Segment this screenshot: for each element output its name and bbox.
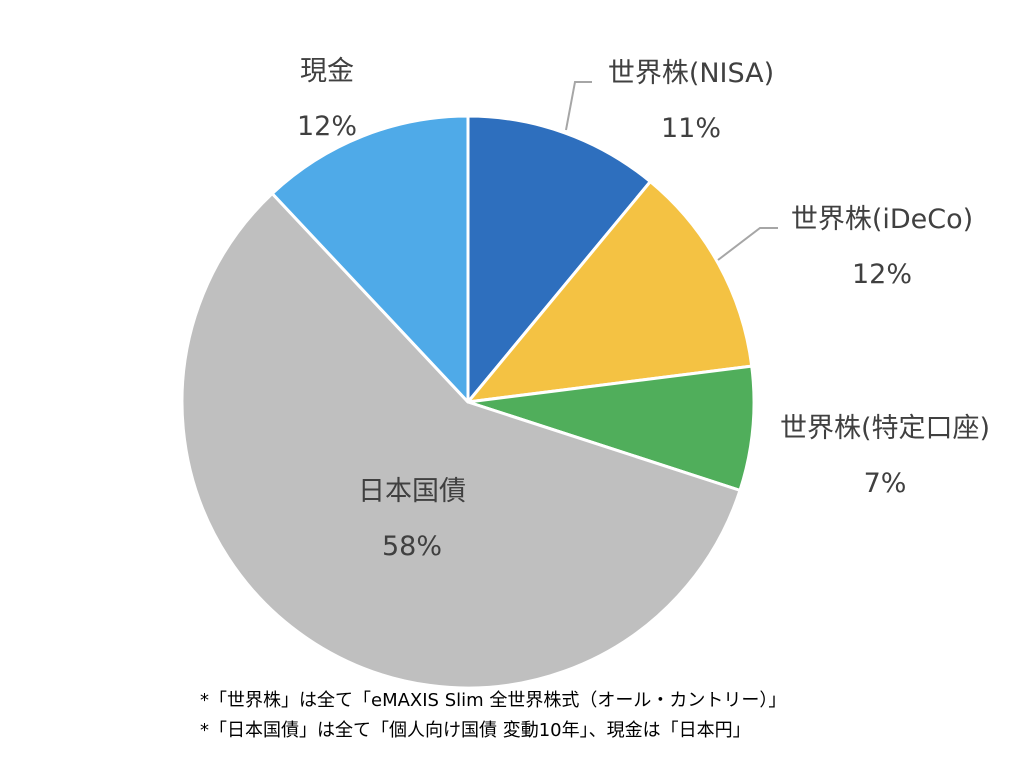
pie-slice-jgb [180, 192, 742, 690]
slice-label-tokutei-value: 7% [864, 468, 907, 499]
slice-label-cash-value: 12% [297, 111, 357, 142]
slice-label-ideco-value: 12% [852, 259, 912, 290]
leader-line-ideco [717, 227, 778, 261]
pie-slice-tokutei [466, 364, 756, 492]
footnote-jgb-cash: *「日本国債」は全て「個人向け国債 変動10年」、現金は「日本円」 [200, 720, 751, 741]
leader-line-nisa [565, 81, 592, 131]
slice-label-nisa-value: 11% [661, 113, 721, 144]
pie-slices [180, 114, 756, 690]
slice-label-jgb-name: 日本国債 [358, 476, 466, 507]
footnotes: *「世界株」は全て「eMAXIS Slim 全世界株式（オール・カントリー）」 … [200, 686, 980, 746]
slice-label-tokutei-name: 世界株(特定口座) [780, 413, 990, 444]
slice-label-cash-name: 現金 [300, 56, 354, 87]
pie-slice-cash [270, 114, 470, 404]
leader-lines [565, 81, 778, 261]
slice-labels: 世界株(NISA) 11% 世界株(iDeCo) 12% 世界株(特定口座) 7… [297, 56, 990, 562]
pie-slice-nisa [466, 114, 652, 404]
slice-label-ideco-name: 世界株(iDeCo) [791, 204, 973, 235]
footnote-world-stock: *「世界株」は全て「eMAXIS Slim 全世界株式（オール・カントリー）」 [200, 690, 787, 711]
pie-slice-ideco [466, 180, 754, 404]
slice-label-nisa-name: 世界株(NISA) [608, 58, 774, 89]
slice-label-jgb-value: 58% [382, 531, 442, 562]
